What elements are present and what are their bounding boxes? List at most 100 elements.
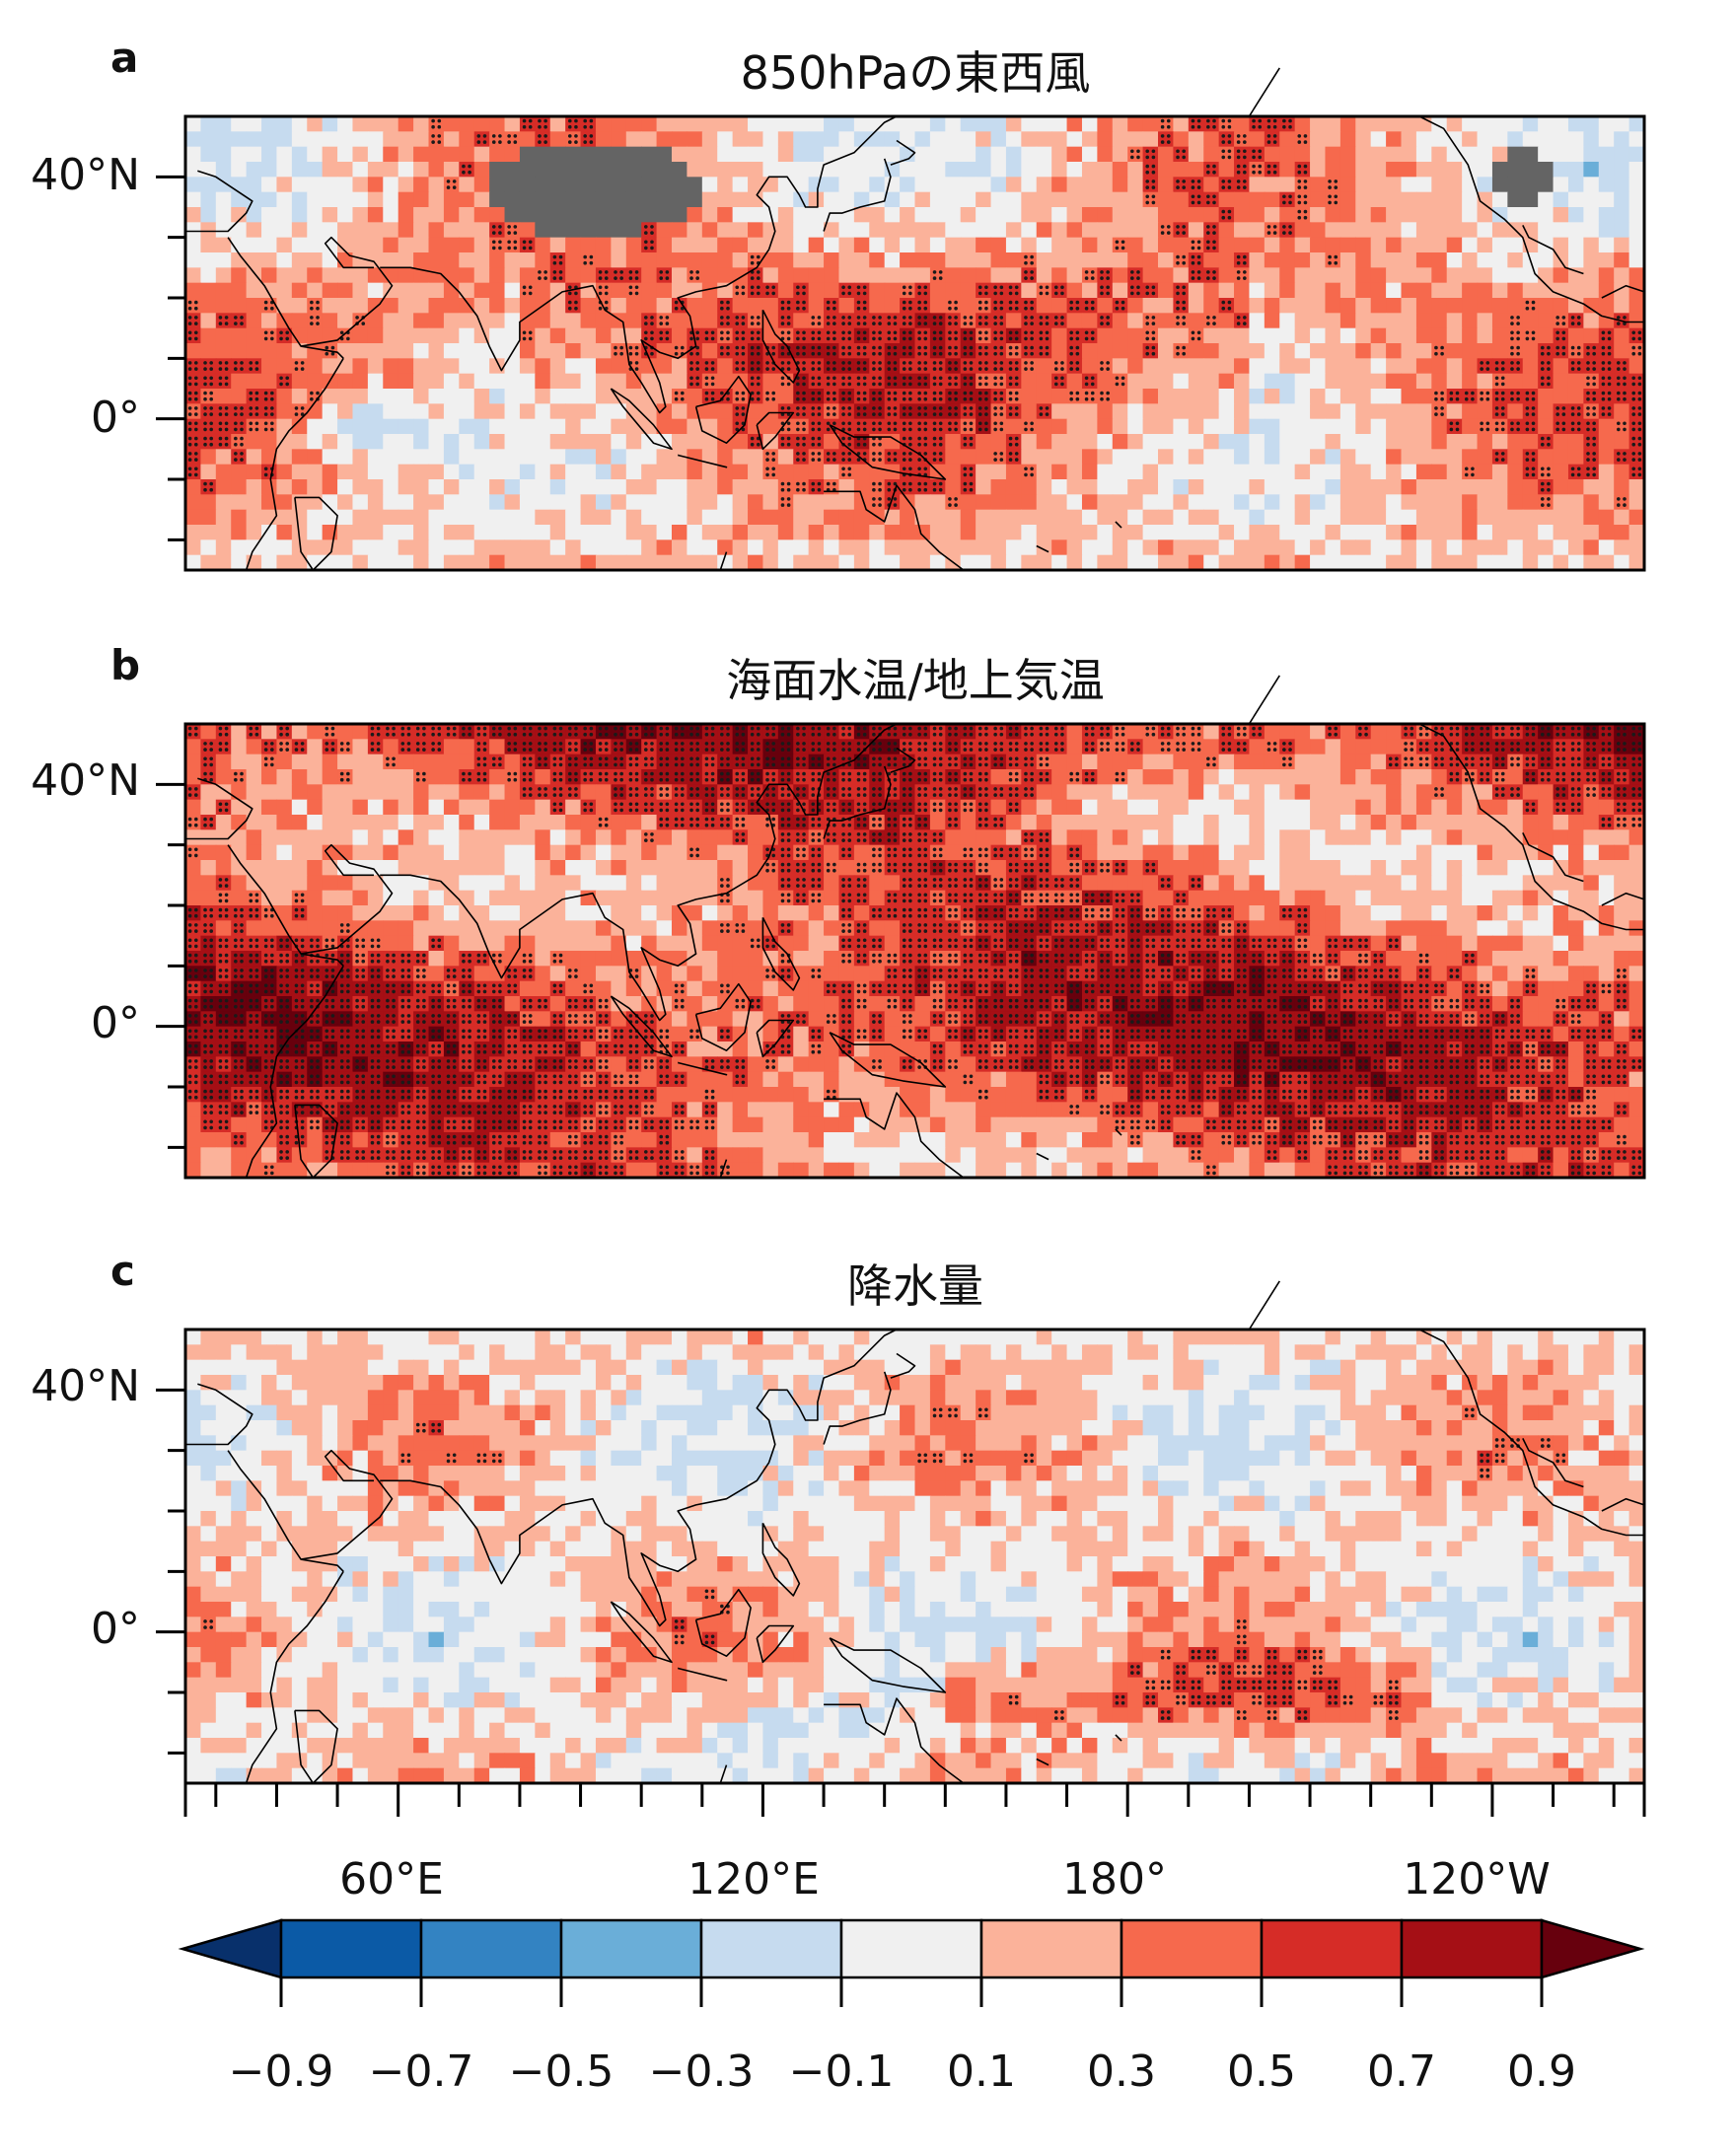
stipple-dot (780, 376, 785, 381)
grid-cell (1386, 252, 1403, 268)
stipple-dot (598, 291, 603, 296)
stipple-dot (1008, 300, 1013, 305)
grid-cell (1158, 191, 1175, 208)
grid-cell (960, 162, 976, 178)
grid-cell (1370, 373, 1387, 390)
stipple-dot (1182, 300, 1186, 305)
grid-cell (504, 116, 521, 132)
grid-cell (1234, 509, 1251, 526)
stipple-dot (1206, 322, 1210, 325)
grid-cell (1097, 494, 1114, 511)
grid-cell (1446, 252, 1463, 268)
grid-cell (672, 131, 688, 148)
grid-cell (1142, 116, 1159, 132)
grid-cell (1477, 418, 1493, 435)
stipple-dot (1243, 322, 1247, 325)
stipple-dot (856, 285, 861, 290)
grid-cell (1051, 464, 1068, 480)
grid-cell (1477, 191, 1493, 208)
grid-cell (1370, 464, 1387, 480)
coastline (300, 236, 394, 347)
grid-cell (1142, 146, 1159, 163)
grid-cell (1188, 267, 1204, 284)
grid-cell (1446, 131, 1463, 148)
grid-cell (413, 554, 430, 571)
stipple-dot (1637, 467, 1642, 471)
grid-cell (1386, 131, 1403, 148)
stipple-dot (999, 345, 1004, 350)
stipple-dot (1069, 306, 1073, 311)
stipple-dot (1166, 134, 1171, 138)
stipple-dot (1288, 231, 1292, 235)
grid-cell (762, 298, 779, 314)
grid-cell (246, 298, 262, 314)
grid-cell (1462, 389, 1479, 404)
stipple-dot (948, 382, 952, 387)
stipple-dot (689, 276, 693, 280)
grid-cell (641, 252, 658, 268)
grid-cell (473, 418, 490, 435)
stipple-dot (1561, 412, 1566, 416)
stipple-dot (917, 382, 921, 387)
grid-cell (1386, 494, 1403, 511)
stipple-dot (1288, 194, 1292, 199)
stipple-dot (893, 361, 898, 365)
stipple-dot (218, 436, 223, 441)
stipple-dot (1480, 361, 1483, 365)
grid-cell (504, 358, 521, 375)
grid-cell (1264, 327, 1280, 344)
grid-cell (1583, 252, 1600, 268)
grid-cell (428, 207, 445, 223)
grid-cell (1127, 313, 1144, 329)
stipple-dot (1075, 330, 1080, 335)
stipple-dot (1440, 396, 1444, 401)
grid-cell (793, 327, 810, 344)
stipple-dot (507, 246, 511, 251)
stipple-dot (1227, 185, 1232, 189)
stipple-dot (1030, 427, 1034, 432)
grid-cell (383, 449, 399, 466)
grid-cell (808, 267, 825, 284)
stipple-dot (847, 427, 852, 432)
grid-cell (1173, 313, 1190, 329)
grid-cell (1462, 267, 1479, 284)
stipple-dot (543, 270, 547, 274)
stipple-dot (862, 330, 867, 335)
grid-cell (504, 464, 521, 480)
grid-cell (549, 724, 566, 740)
grid-cell (1355, 146, 1372, 163)
stipple-dot (938, 376, 943, 381)
grid-cell (641, 207, 658, 223)
stipple-dot (750, 345, 755, 350)
grid-cell (748, 525, 764, 540)
grid-cell (1401, 162, 1417, 178)
grid-cell (1081, 237, 1098, 253)
grid-cell (1112, 267, 1128, 284)
grid-cell (261, 146, 278, 163)
stipple-dot (538, 140, 542, 144)
grid-cell (1507, 418, 1524, 435)
stipple-dot (771, 285, 776, 290)
grid-cell (1339, 146, 1356, 163)
stipple-dot (757, 254, 760, 259)
grid-cell (1431, 525, 1448, 540)
grid-cell (1355, 222, 1372, 239)
stipple-dot (841, 376, 845, 381)
grid-cell (489, 116, 506, 132)
grid-cell (200, 403, 217, 420)
stipple-dot (1024, 351, 1028, 356)
stipple-dot (1014, 351, 1019, 356)
grid-cell (1081, 298, 1098, 314)
stipple-dot (917, 316, 921, 320)
stipple-dot (1631, 436, 1636, 441)
grid-cell (1462, 418, 1479, 435)
stipple-dot (1570, 316, 1575, 320)
grid-cell (687, 282, 703, 299)
stipple-dot (1151, 155, 1156, 160)
grid-cell (1097, 418, 1114, 435)
grid-cell (1158, 403, 1175, 420)
grid-cell (200, 494, 217, 511)
stipple-dot (1206, 225, 1210, 229)
stipple-dot (856, 376, 861, 381)
stipple-dot (735, 361, 740, 365)
